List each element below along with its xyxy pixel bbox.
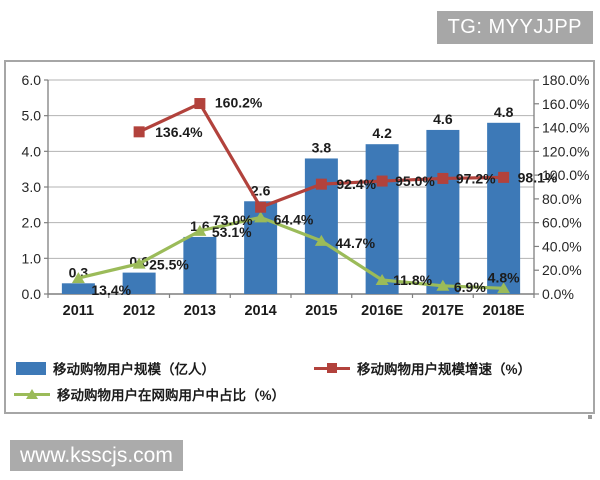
share-marker-2015-label: 44.7% (335, 235, 375, 251)
legend-growth-square-marker-icon (327, 363, 337, 373)
growth-marker-2013-label: 160.2% (215, 95, 263, 111)
share-marker-2014 (254, 211, 268, 223)
x-axis-label-2016E: 2016E (361, 303, 403, 319)
left-axis-label: 3.0 (22, 179, 42, 195)
left-axis-label: 5.0 (22, 108, 42, 124)
growth-marker-2018E-label: 98.1% (518, 169, 558, 185)
legend-item-growth: 移动购物用户规模增速（%） (314, 358, 531, 378)
right-axis-label: 140.0% (542, 120, 589, 136)
growth-marker-2014-label: 73.0% (213, 212, 253, 228)
legend-item-share: 移动购物用户在网购用户中占比（%） (14, 384, 285, 404)
growth-marker-2016E (376, 175, 388, 187)
share-marker-2011 (71, 272, 85, 284)
right-axis-label: 180.0% (542, 72, 589, 88)
chart-frame: 0.0 1.0 2.0 3.0 4.0 5.0 6.0 0.0% 20.0% 40.0% 60.0%… (4, 60, 595, 414)
left-axis-label: 0.0 (22, 286, 42, 302)
x-axis-label-2017E: 2017E (422, 303, 464, 319)
bar-label-2016E: 4.2 (372, 125, 392, 141)
left-axis-label: 4.0 (22, 143, 42, 159)
share-marker-2014-label: 64.4% (274, 211, 314, 227)
bar-2018E (487, 122, 521, 294)
bar-label-2018E: 4.8 (494, 104, 514, 120)
frame-corner-dot (588, 415, 592, 419)
watermark: www.ksscjs.com (10, 440, 183, 471)
bar-2016E (365, 144, 399, 294)
share-marker-2012 (132, 257, 146, 269)
growth-marker-2012-label: 136.4% (155, 124, 203, 140)
bar-label-2014: 2.6 (251, 182, 271, 198)
bar-2011 (61, 283, 95, 294)
growth-marker-2012 (133, 126, 145, 138)
share-marker-2016E-label: 11.8% (393, 272, 432, 288)
left-axis-label: 2.0 (22, 215, 42, 231)
share-marker-2017E-label: 6.9% (454, 279, 486, 295)
left-axis-label: 6.0 (22, 72, 42, 88)
growth-marker-2018E (498, 171, 510, 183)
right-axis-label: 120.0% (542, 143, 589, 159)
growth-marker-2015-label: 92.4% (336, 176, 376, 192)
right-axis-label: 0.0% (542, 286, 574, 302)
bar-2012 (122, 272, 156, 294)
share-line (78, 215, 504, 290)
x-axis-label-2011: 2011 (63, 303, 94, 319)
x-axis-label-2014: 2014 (244, 303, 276, 319)
legend-growth-label: 移动购物用户规模增速（%） (357, 362, 532, 377)
legend-share-line-icon (14, 387, 50, 401)
right-axis-label: 60.0% (542, 215, 582, 231)
right-axis-label: 80.0% (542, 191, 582, 207)
share-marker-2017E (436, 279, 450, 291)
bar-label-2017E: 4.6 (433, 111, 453, 127)
x-axis-label-2012: 2012 (123, 303, 155, 319)
growth-marker-2014 (255, 201, 267, 213)
x-axis-label-2013: 2013 (184, 303, 216, 319)
x-axis-label-2018E: 2018E (483, 303, 525, 319)
share-marker-2018E (497, 282, 511, 294)
growth-marker-2017E (437, 172, 449, 184)
right-axis-label: 100.0% (542, 167, 589, 183)
bar-2013 (183, 236, 217, 294)
left-axis-label: 1.0 (22, 250, 42, 266)
share-marker-2011-label: 13.4% (91, 282, 131, 298)
right-axis-label: 20.0% (542, 262, 582, 278)
growth-marker-2016E-label: 95.0% (395, 173, 435, 189)
legend-share-triangle-marker-icon (26, 389, 38, 399)
growth-marker-2017E-label: 97.2% (456, 170, 496, 186)
legend-bar-swatch-icon (16, 361, 46, 375)
bar-2017E (426, 129, 460, 294)
bar-label-2015: 3.8 (312, 139, 332, 155)
share-marker-2016E (375, 273, 389, 285)
legend-bar-label: 移动购物用户规模（亿人） (53, 362, 215, 377)
share-marker-2015 (314, 234, 328, 246)
legend-share-label: 移动购物用户在网购用户中占比（%） (57, 388, 286, 403)
growth-marker-2013 (194, 98, 206, 110)
growth-marker-2015 (315, 178, 327, 190)
right-axis-label: 160.0% (542, 96, 589, 112)
tg-badge: TG: MYYJJPP (436, 11, 593, 44)
share-marker-2012-label: 25.5% (149, 257, 189, 273)
right-axis-label: 40.0% (542, 238, 582, 254)
combo-chart: 0.0 1.0 2.0 3.0 4.0 5.0 6.0 0.0% 20.0% 40.0% 60.0%… (22, 72, 590, 319)
share-marker-2013 (193, 224, 207, 236)
x-axis-label-2015: 2015 (305, 303, 337, 319)
legend-item-bar: 移动购物用户规模（亿人） (16, 358, 215, 378)
share-marker-2013-label: 53.1% (212, 224, 252, 240)
share-marker-2018E-label: 4.8% (488, 269, 520, 285)
legend-growth-line-icon (314, 361, 350, 375)
